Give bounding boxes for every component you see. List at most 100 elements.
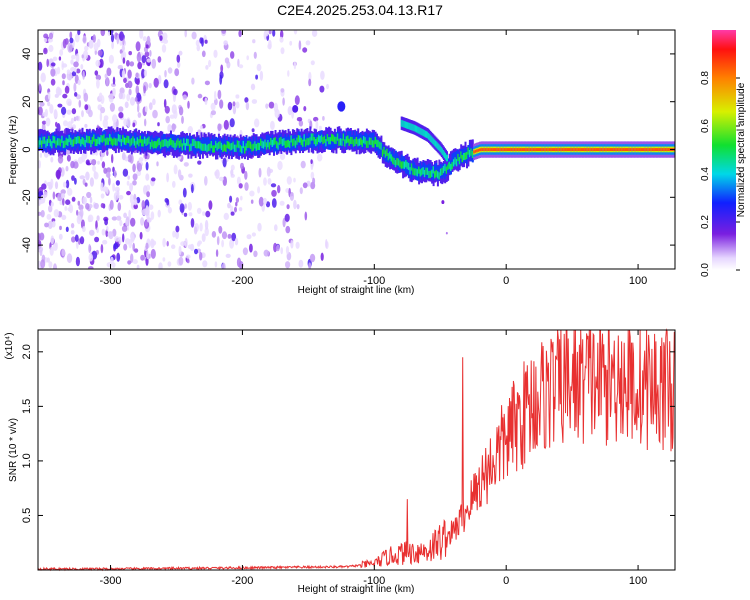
spectrogram-noise-blob xyxy=(202,260,208,268)
spectrogram-track-cell xyxy=(484,148,487,151)
spectrogram-track-cell xyxy=(151,139,154,147)
spectrogram-track-cell xyxy=(650,148,653,151)
spectrogram-noise-blob xyxy=(75,53,80,63)
spectrogram-noise-blob xyxy=(78,99,82,108)
spectrogram-noise-blob xyxy=(171,244,176,249)
spectrogram-track-cell xyxy=(283,138,286,146)
spectrogram-y-label: Frequency (Hz) xyxy=(8,116,19,185)
spectrogram-noise-blob xyxy=(104,73,108,79)
spectrogram-noise-blob xyxy=(219,99,224,109)
spectrogram-noise-blob xyxy=(128,51,132,56)
spectrogram-noise-blob xyxy=(143,69,147,77)
spectrogram-noise-blob xyxy=(77,79,81,86)
spectrogram-track-cell xyxy=(538,148,541,151)
spectrogram-track-cell xyxy=(91,136,94,145)
spectrogram-track-cell xyxy=(312,135,315,150)
spectrogram-noise-blob xyxy=(64,38,69,45)
spectrogram-track-cell xyxy=(416,169,419,177)
colorbar-label: Normalized spectral amplitude xyxy=(736,82,747,217)
spectrogram-track-cell xyxy=(319,136,322,144)
spectrogram-noise-blob xyxy=(163,98,167,108)
spectrogram-track-cell xyxy=(255,136,258,151)
spectrogram-track-cell xyxy=(80,139,83,147)
spectrogram-track-cell xyxy=(374,137,377,152)
spectrogram-noise-blob xyxy=(285,225,291,234)
spectrogram-noise-blob xyxy=(204,39,208,44)
spectrogram-noise-blob xyxy=(279,153,286,160)
spectrogram-track-cell xyxy=(545,148,548,151)
spectrogram-noise-blob xyxy=(326,83,329,90)
spectrogram-noise-blob xyxy=(157,209,161,218)
spectrogram-noise-blob xyxy=(104,218,108,226)
spectrogram-noise-blob xyxy=(123,77,127,84)
spectrogram-track-cell xyxy=(439,168,442,176)
spectrogram-track-cell xyxy=(90,140,93,148)
spectrogram-noise-blob xyxy=(201,50,206,58)
spectrogram-noise-blob xyxy=(78,204,84,211)
spectrogram-noise-blob xyxy=(77,30,81,36)
spectrogram-noise-blob xyxy=(258,167,262,178)
spectrogram-track-cell xyxy=(534,148,537,151)
spectrogram-noise-blob xyxy=(175,230,179,240)
spectrogram-noise-blob xyxy=(298,40,302,51)
spectrogram-noise-blob xyxy=(70,160,75,169)
spectrogram-noise-blob xyxy=(134,248,139,253)
spectrogram-noise-blob xyxy=(250,199,254,204)
spectrogram-track-cell xyxy=(541,148,544,151)
spectrogram-track-cell xyxy=(505,148,508,151)
spectrogram-noise-blob xyxy=(133,203,138,210)
spectrogram-track-cell xyxy=(127,136,130,144)
spectrogram-noise-blob xyxy=(84,104,89,111)
spectrogram-track-cell xyxy=(609,148,612,151)
spectrogram-noise-blob xyxy=(208,200,213,210)
spectrogram-track-cell xyxy=(508,148,510,151)
spectrogram-track-cell xyxy=(542,148,545,151)
spectrogram-track-cell xyxy=(349,136,352,144)
spectrogram-noise-blob xyxy=(238,64,244,69)
spectrogram-track-cell xyxy=(149,142,152,150)
spectrogram-noise-blob xyxy=(289,192,294,201)
spectrogram-noise-blob xyxy=(184,203,187,209)
spectrogram-noise-blob xyxy=(310,159,313,165)
spectrogram-noise-blob xyxy=(48,32,54,40)
spectrogram-noise-blob xyxy=(210,102,216,111)
spectrogram-noise-blob xyxy=(267,178,272,185)
spectrogram-noise-blob xyxy=(61,63,68,68)
spectrogram-feature-blob xyxy=(445,231,448,235)
spectrogram-track-cell xyxy=(524,148,526,151)
spectrogram-noise-blob xyxy=(60,193,66,199)
spectrogram-track-cell xyxy=(432,166,435,174)
spectrogram-track-cell xyxy=(303,134,306,142)
spectrogram-track-cell xyxy=(590,148,593,151)
spectrogram-noise-blob xyxy=(47,37,54,43)
spectrogram-noise-blob xyxy=(116,215,122,221)
spectrogram-track-cell xyxy=(348,131,351,146)
spectrogram-noise-blob xyxy=(112,182,115,192)
spectrogram-noise-blob xyxy=(67,187,73,196)
spectrogram-noise-blob xyxy=(41,120,47,125)
spectrogram-track-cell xyxy=(573,148,576,151)
spectrogram-noise-blob xyxy=(265,103,269,109)
spectrogram-track-cell xyxy=(364,137,367,145)
spectrogram-track-cell xyxy=(239,144,242,153)
spectrogram-noise-blob xyxy=(148,253,151,259)
spectrogram-branch-cell xyxy=(428,133,431,140)
spectrogram-noise-blob xyxy=(71,175,75,181)
spectrogram-noise-blob xyxy=(47,91,51,101)
spectrogram-track-cell xyxy=(59,139,62,147)
spectrogram-noise-blob xyxy=(143,85,147,94)
spectrogram-track-cell xyxy=(104,138,107,146)
spectrogram-noise-blob xyxy=(173,164,178,175)
spectrogram-noise-blob xyxy=(254,118,260,128)
spectrogram-track-cell xyxy=(622,148,625,151)
spectrogram-track-cell xyxy=(339,138,342,146)
spectrogram-noise-blob xyxy=(73,82,77,93)
snr-y-tick-label: 1.0 xyxy=(21,453,33,468)
spectrogram-noise-blob xyxy=(182,187,187,198)
spectrogram-track-cell xyxy=(595,148,598,151)
spectrogram-track-cell xyxy=(201,143,204,151)
snr-x-tick-label: -300 xyxy=(100,575,122,587)
spectrogram-noise-blob xyxy=(53,209,60,218)
spectrogram-track-cell xyxy=(647,148,650,151)
spectrogram-noise-blob xyxy=(150,248,156,259)
